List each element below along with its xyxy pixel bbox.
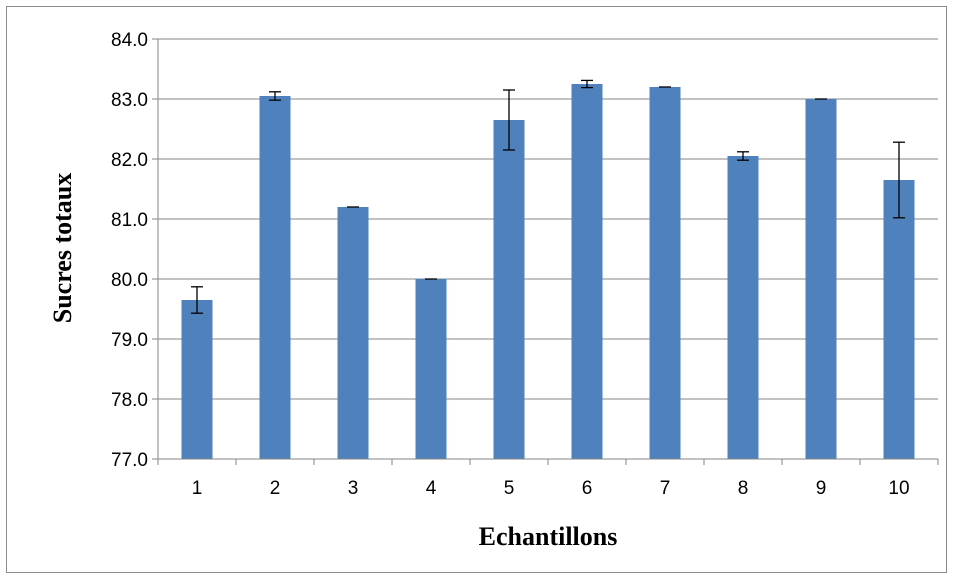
- error-bars-group: [191, 79, 905, 314]
- bar: [337, 207, 369, 459]
- x-tick-label: 10: [888, 478, 909, 499]
- bar: [805, 99, 837, 459]
- y-tick-label: 78.0: [111, 390, 148, 411]
- bar: [571, 84, 603, 459]
- x-tick-label: 2: [270, 478, 281, 499]
- y-tick-label: 79.0: [111, 330, 148, 351]
- y-tick-label: 82.0: [111, 150, 148, 171]
- y-axis-title: Sucres totaux: [48, 173, 77, 323]
- x-tick-label: 3: [348, 478, 359, 499]
- y-tick-label: 77.0: [111, 450, 148, 471]
- x-tick-label: 4: [426, 478, 437, 499]
- y-tick-labels: 77.0 78.0 79.0 80.0 81.0 82.0 83.0 84.0: [111, 30, 148, 471]
- bar: [415, 279, 447, 459]
- bar: [259, 96, 291, 459]
- bars-group: [181, 84, 915, 459]
- bar: [493, 120, 525, 459]
- chart-frame: [6, 6, 947, 573]
- axes: [152, 38, 939, 465]
- y-tick-label: 81.0: [111, 210, 148, 231]
- bar: [181, 300, 213, 459]
- x-tick-label: 1: [192, 478, 203, 499]
- x-axis-title: Echantillons: [479, 522, 618, 551]
- y-tick-label: 84.0: [111, 30, 148, 51]
- bar: [727, 156, 759, 459]
- y-tick-label: 80.0: [111, 270, 148, 291]
- x-tick-label: 7: [660, 478, 671, 499]
- bar: [649, 87, 681, 459]
- x-tick-label: 6: [582, 478, 593, 499]
- bar: [883, 180, 915, 459]
- x-tick-label: 9: [816, 478, 827, 499]
- x-tick-label: 8: [738, 478, 749, 499]
- x-tick-labels: 1 2 3 4 5 6 7 8 9 10: [192, 478, 910, 499]
- y-tick-label: 83.0: [111, 90, 148, 111]
- x-tick-label: 5: [504, 478, 515, 499]
